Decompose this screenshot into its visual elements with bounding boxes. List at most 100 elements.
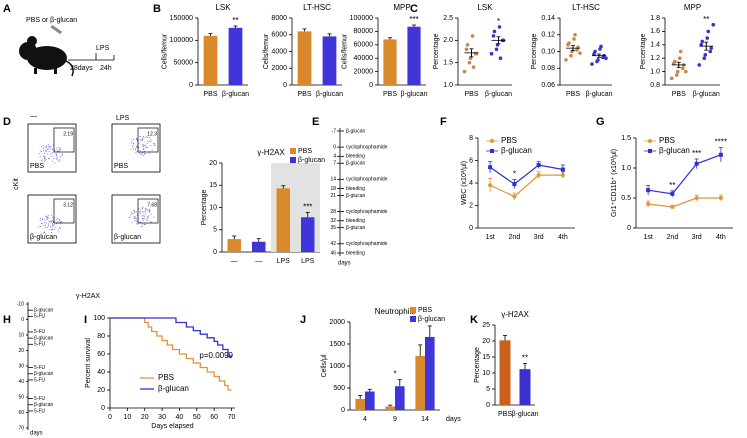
event-dot <box>147 216 149 218</box>
timeline-day: 32 <box>330 218 336 224</box>
event-dot <box>44 153 46 155</box>
y-tick-label: 60 <box>97 351 105 358</box>
event-dot <box>139 213 141 215</box>
y-tick-label: 100 <box>93 315 105 322</box>
timeline-event: β-glucan <box>346 225 365 231</box>
timeline-day: 18 <box>330 186 336 192</box>
timeline-event: 5-FU <box>34 396 46 402</box>
data-point <box>697 63 702 67</box>
event-dot <box>43 156 45 158</box>
significance: *** <box>692 149 701 158</box>
event-dot <box>141 143 143 145</box>
event-dot <box>51 232 53 234</box>
event-dot <box>134 217 136 219</box>
syringe <box>50 24 63 35</box>
event-dot <box>133 148 135 150</box>
timeline-day: 0 <box>333 144 336 150</box>
event-dot <box>48 146 50 148</box>
event-dot <box>57 217 59 219</box>
y-tick-label: 50000 <box>174 60 194 67</box>
y-tick-label: 0.12 <box>541 32 555 39</box>
panel-letter: D <box>3 116 11 128</box>
y-tick-label: 1.5 <box>621 135 631 142</box>
y-tick-label: 500 <box>333 385 345 392</box>
event-dot <box>131 212 133 214</box>
event-dot <box>141 152 143 154</box>
significance: * <box>497 17 500 26</box>
timeline-day: -10 <box>17 301 24 307</box>
x-tick-label: 40 <box>176 414 184 421</box>
event-dot <box>142 223 144 225</box>
event-dot <box>136 146 138 148</box>
y-axis-label: Cells/μl <box>321 354 328 378</box>
y-tick-label: 80000 <box>354 28 374 35</box>
event-dot <box>138 152 140 154</box>
panel-letter: E <box>312 116 319 128</box>
y-axis-label: Percentage <box>640 33 647 69</box>
y-tick-label: 60000 <box>354 42 374 49</box>
data-point <box>677 56 682 60</box>
event-dot <box>46 222 48 224</box>
legend-label: β-glucan <box>501 146 532 155</box>
event-dot <box>52 225 54 227</box>
y-tick-label: 100000 <box>170 37 193 44</box>
y-tick-label: 4 <box>469 180 473 187</box>
event-dot <box>133 211 135 213</box>
event-dot <box>135 145 137 147</box>
chart-title: γ-H2AX <box>501 310 529 319</box>
event-dot <box>150 141 152 143</box>
x-tick-label: LPS <box>277 258 291 265</box>
event-dot <box>130 149 132 151</box>
x-tick-label: 30 <box>158 414 166 421</box>
legend-label: β-glucan <box>659 146 690 155</box>
event-dot <box>139 209 141 211</box>
data-point <box>491 34 496 38</box>
bar <box>385 406 395 410</box>
data-point <box>471 65 476 69</box>
event-dot <box>56 149 58 151</box>
event-dot <box>148 210 150 212</box>
x-tick-label: PBS <box>383 91 397 98</box>
x-tick-label: β-glucan <box>586 91 613 98</box>
bar <box>301 217 315 252</box>
event-dot <box>47 215 49 217</box>
event-dot <box>55 153 57 155</box>
y-tick-label: 8000 <box>271 15 287 22</box>
x-tick-label: 9 <box>393 416 397 423</box>
data-point <box>564 58 568 62</box>
bar <box>276 188 290 252</box>
event-dot <box>43 225 45 227</box>
event-dot <box>52 223 54 225</box>
data-point <box>718 196 723 200</box>
timeline-event: bleeding <box>346 250 365 256</box>
event-dot <box>44 150 46 152</box>
timeline-event: bleeding <box>346 218 365 224</box>
data-point <box>709 46 714 50</box>
wait-label: 24h <box>100 65 112 72</box>
x-tick-label: PBS <box>498 411 512 418</box>
gate-value: 12.3 <box>147 131 157 137</box>
data-point <box>470 34 475 38</box>
event-dot <box>134 149 136 151</box>
y-tick-label: 1.0 <box>443 82 453 89</box>
chart-title: MPP <box>684 3 701 12</box>
x-tick-label: PBS <box>672 91 686 98</box>
survival-curve <box>110 317 232 391</box>
event-dot <box>151 149 153 151</box>
event-dot <box>47 148 49 150</box>
event-dot <box>150 139 152 141</box>
event-dot <box>139 136 141 138</box>
legend-label: PBS <box>158 373 174 382</box>
y-axis-label: Gr1⁺CD11b⁺ (x10³/μl) <box>611 149 618 217</box>
legend-swatch <box>290 148 296 154</box>
event-dot <box>143 150 145 152</box>
event-dot <box>134 220 136 222</box>
event-dot <box>143 148 145 150</box>
event-dot <box>152 143 154 145</box>
event-dot <box>141 207 143 209</box>
timeline-day: 42 <box>330 241 336 247</box>
x-tick-label: β-glucan <box>222 91 249 98</box>
timeline-day: 40 <box>18 379 24 385</box>
event-dot <box>146 136 148 138</box>
event-dot <box>45 227 47 229</box>
